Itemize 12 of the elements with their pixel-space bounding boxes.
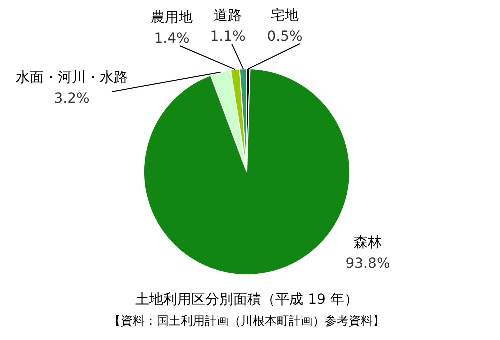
data-label: 1.4%	[154, 31, 190, 47]
slice-label: 水面・河川・水路	[16, 70, 128, 86]
data-label: 1.1%	[210, 29, 246, 45]
slice-label: 森林	[354, 235, 382, 251]
data-label: 0.5%	[267, 29, 303, 45]
text: 土地利用区分別面積（平成 19 年）	[136, 292, 358, 308]
slice-label: 農用地	[151, 10, 193, 26]
slice-label: 道路	[214, 8, 242, 24]
text: 【資料：国土利用計画（川根本町計画）参考資料】	[109, 314, 385, 328]
slice-label: 宅地	[271, 8, 299, 24]
data-label: 3.2%	[54, 91, 90, 107]
data-label: 93.8%	[346, 256, 390, 272]
